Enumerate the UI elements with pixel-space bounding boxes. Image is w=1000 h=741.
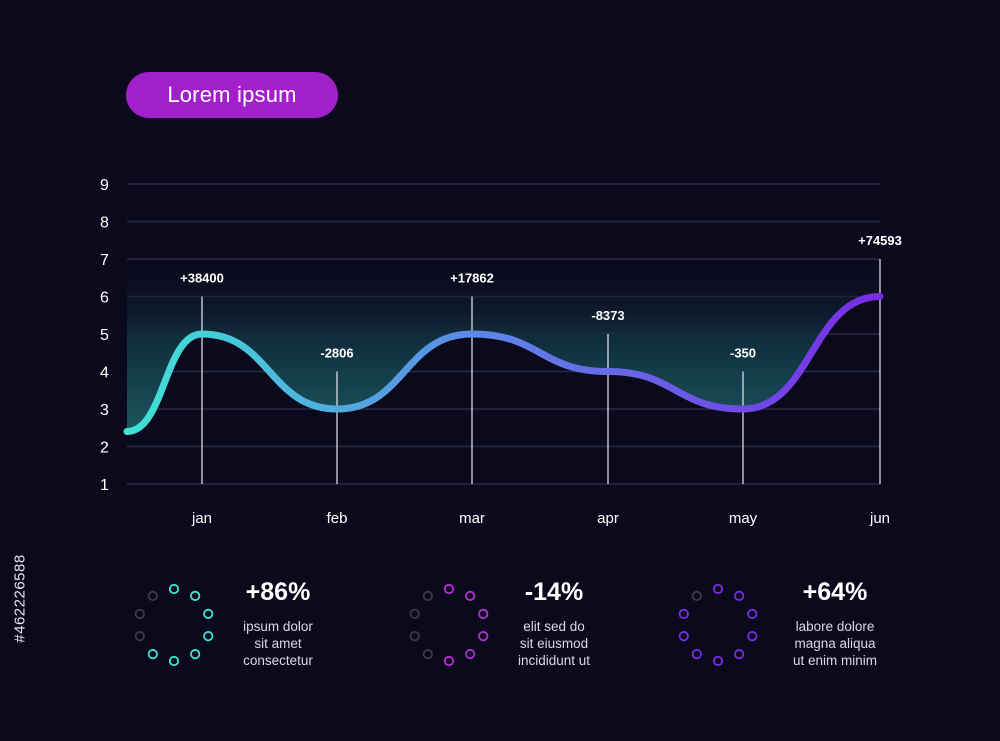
stat-value-2: -14% bbox=[524, 578, 584, 606]
annotation-markers: +38400 -2806 +17862 -8373 -350 +74593 bbox=[180, 233, 902, 484]
ring-dot-off bbox=[134, 608, 145, 619]
stat-desc-line: sit amet bbox=[254, 636, 302, 651]
stat-desc-line: incididunt ut bbox=[517, 653, 591, 668]
series-line-layer bbox=[123, 293, 884, 435]
stat-desc-line: ipsum dolor bbox=[243, 619, 313, 634]
ring-dot-on bbox=[443, 583, 455, 595]
x-tick-label: apr bbox=[597, 510, 619, 527]
stat-value-3: +64% bbox=[802, 578, 868, 606]
page-title: Lorem ipsum bbox=[167, 82, 297, 107]
ring-dot-on bbox=[465, 649, 476, 660]
y-tick-label: 5 bbox=[100, 327, 109, 344]
ring-dot-on bbox=[203, 631, 214, 642]
ring-dot-on bbox=[734, 649, 745, 660]
ring-dot-on bbox=[203, 608, 214, 619]
area-fill bbox=[127, 257, 880, 432]
ring-dot-on bbox=[190, 649, 201, 660]
stat-desc-line: consectetur bbox=[243, 653, 313, 668]
y-axis-ticks: 1 2 3 4 5 6 7 8 9 bbox=[100, 177, 109, 494]
ring-dot-on bbox=[190, 590, 201, 601]
ring-dot-on bbox=[678, 608, 689, 619]
y-tick-label: 9 bbox=[100, 177, 109, 194]
y-tick-label: 6 bbox=[100, 290, 109, 307]
ring-dot-off bbox=[422, 649, 433, 660]
annotation-label: -2806 bbox=[320, 346, 353, 361]
ring-dot-off bbox=[409, 631, 420, 642]
stat-desc-line: magna aliqua bbox=[794, 636, 876, 651]
ring-dot-on bbox=[465, 590, 476, 601]
stat-desc-line: ut enim minim bbox=[792, 653, 878, 668]
ring-dot-on bbox=[691, 649, 702, 660]
ring-dot-on bbox=[747, 631, 758, 642]
ring-dot-on bbox=[712, 583, 724, 595]
ring-dot-on bbox=[443, 655, 455, 667]
y-tick-label: 1 bbox=[100, 477, 109, 494]
area-fill-shape bbox=[127, 257, 880, 432]
stat-desc-line: elit sed do bbox=[523, 619, 585, 634]
title-pill: Lorem ipsum bbox=[126, 72, 338, 118]
stat-desc-line: labore dolore bbox=[795, 619, 875, 634]
y-tick-label: 3 bbox=[100, 402, 109, 419]
ring-dot-on bbox=[168, 583, 180, 595]
ring-dot-on bbox=[712, 655, 724, 667]
ring-dot-off bbox=[409, 608, 420, 619]
ring-dot-off bbox=[134, 631, 145, 642]
ring-dot-on bbox=[678, 631, 689, 642]
x-tick-label: mar bbox=[459, 510, 485, 527]
annotation-label: -8373 bbox=[591, 308, 624, 323]
annotation-label: +74593 bbox=[858, 233, 902, 248]
stat-desc-line: sit eiusmod bbox=[519, 636, 589, 651]
stat-desc-2: elit sed do sit eiusmod incididunt ut bbox=[484, 618, 624, 669]
y-tick-label: 4 bbox=[100, 365, 109, 382]
annotation-label: +17862 bbox=[450, 271, 494, 286]
x-axis-ticks: jan feb mar apr may jun bbox=[191, 510, 890, 527]
ring-dot-on bbox=[147, 649, 158, 660]
ring-dot-off bbox=[691, 590, 702, 601]
annotation-label: -350 bbox=[730, 346, 756, 361]
y-tick-label: 8 bbox=[100, 215, 109, 232]
stat-desc-3: labore dolore magna aliqua ut enim minim bbox=[765, 618, 905, 669]
ring-dot-off bbox=[422, 590, 433, 601]
stat-rings bbox=[134, 583, 758, 667]
annotation-label: +38400 bbox=[180, 271, 224, 286]
ring-dot-on bbox=[168, 655, 180, 667]
stat-desc-1: ipsum dolor sit amet consectetur bbox=[208, 618, 348, 669]
ring-dot-on bbox=[478, 631, 489, 642]
x-tick-label: may bbox=[729, 510, 758, 527]
series-line bbox=[123, 293, 884, 435]
x-tick-label: jan bbox=[191, 510, 212, 527]
ring-dot-on bbox=[747, 608, 758, 619]
stat-value-1: +86% bbox=[245, 578, 311, 606]
y-tick-label: 2 bbox=[100, 440, 109, 457]
y-tick-label: 7 bbox=[100, 252, 109, 269]
x-tick-label: jun bbox=[869, 510, 890, 527]
ring-dot-on bbox=[478, 608, 489, 619]
ring-dot-on bbox=[734, 590, 745, 601]
x-tick-label: feb bbox=[327, 510, 348, 527]
ring-dot-off bbox=[147, 590, 158, 601]
stock-id-watermark: #462226588 bbox=[11, 554, 29, 643]
